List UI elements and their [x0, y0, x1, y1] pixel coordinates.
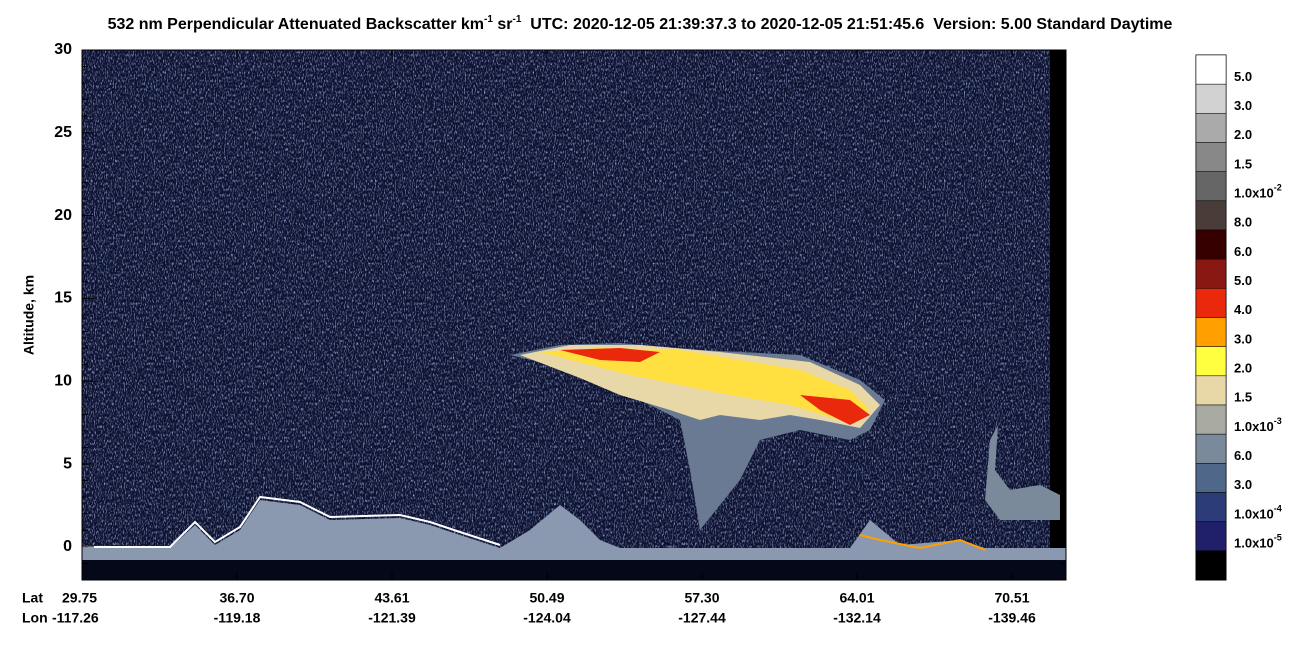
colorbar-label-text: 2.0 — [1234, 128, 1252, 143]
colorbar-swatch — [1195, 113, 1227, 143]
colorbar-label-sup: -3 — [1274, 416, 1282, 426]
title-part: UTC: 2020-12-05 21:39:37.3 to 2020-12-05… — [521, 16, 1172, 33]
colorbar-swatch — [1195, 433, 1227, 464]
chart-title: 532 nm Perpendicular Attenuated Backscat… — [108, 14, 1173, 34]
colorbar-swatch — [1195, 463, 1227, 493]
lat-label: 43.61 — [374, 590, 409, 606]
colorbar-swatch — [1195, 142, 1227, 172]
colorbar-label: 1.5 — [1234, 390, 1252, 405]
colorbar-label: 1.0x10-3 — [1234, 416, 1282, 434]
y-tick-label: 25 — [54, 124, 72, 141]
colorbar-label: 1.5 — [1234, 157, 1252, 172]
colorbar-label-text: 3.0 — [1234, 332, 1252, 347]
colorbar-label-text: 1.5 — [1234, 157, 1252, 172]
x-row-label: Lat — [22, 590, 43, 606]
colorbar-swatch — [1195, 171, 1227, 202]
colorbar-label-text: 1.5 — [1234, 390, 1252, 405]
colorbar-label: 2.0 — [1234, 361, 1252, 376]
colorbar-label: 1.0x10-5 — [1234, 533, 1282, 551]
lon-label: -119.18 — [214, 610, 261, 626]
colorbar-label-text: 1.0x10 — [1234, 536, 1274, 551]
title-sup: -1 — [484, 14, 493, 25]
backscatter-field — [82, 50, 1066, 580]
lon-label: -121.39 — [368, 610, 416, 626]
colorbar-label-text: 6.0 — [1234, 244, 1252, 259]
lat-label: 57.30 — [684, 590, 719, 606]
colorbar-label-text: 8.0 — [1234, 215, 1252, 230]
colorbar-label-text: 1.0x10 — [1234, 186, 1274, 201]
colorbar-label: 4.0 — [1234, 303, 1252, 318]
colorbar-label: 3.0 — [1234, 98, 1252, 113]
lon-label: -124.04 — [523, 610, 571, 626]
colorbar-label-sup: -4 — [1274, 504, 1282, 514]
colorbar-label: 2.0 — [1234, 128, 1252, 143]
colorbar-swatch — [1195, 550, 1227, 581]
y-tick-label: 15 — [54, 290, 72, 307]
colorbar-label: 5.0 — [1234, 273, 1252, 288]
colorbar-swatch — [1195, 229, 1227, 260]
colorbar-label-text: 1.0x10 — [1234, 507, 1274, 522]
title-part: sr — [493, 16, 513, 33]
colorbar-label-text: 2.0 — [1234, 361, 1252, 376]
colorbar-label-text: 1.0x10 — [1234, 419, 1274, 434]
colorbar-label-text: 5.0 — [1234, 273, 1252, 288]
colorbar-swatch — [1195, 83, 1227, 114]
colorbar-label: 3.0 — [1234, 332, 1252, 347]
lat-label: 70.51 — [994, 590, 1029, 606]
colorbar-swatch — [1195, 288, 1227, 318]
colorbar-label: 6.0 — [1234, 448, 1252, 463]
colorbar-label-text: 3.0 — [1234, 98, 1252, 113]
colorbar-label: 5.0 — [1234, 69, 1252, 84]
colorbar-swatch — [1195, 492, 1227, 522]
colorbar-label: 6.0 — [1234, 244, 1252, 259]
colorbar-swatch — [1195, 317, 1227, 347]
colorbar-label-sup: -2 — [1274, 183, 1282, 193]
colorbar-swatch — [1195, 200, 1227, 231]
lon-label: -117.26 — [52, 610, 99, 626]
colorbar-swatch — [1195, 258, 1227, 289]
title-part: 532 nm Perpendicular Attenuated Backscat… — [108, 16, 484, 33]
y-tick-label: 30 — [54, 41, 72, 58]
colorbar-swatch — [1195, 375, 1227, 406]
lat-label: 50.49 — [529, 590, 564, 606]
colorbar-label: 8.0 — [1234, 215, 1252, 230]
colorbar-swatch — [1195, 346, 1227, 377]
colorbar-swatch — [1195, 404, 1227, 435]
y-tick-label: 10 — [54, 372, 72, 389]
colorbar-label-text: 4.0 — [1234, 303, 1252, 318]
lat-label: 36.70 — [219, 590, 254, 606]
colorbar-label: 1.0x10-4 — [1234, 504, 1282, 522]
colorbar-label-text: 6.0 — [1234, 448, 1252, 463]
y-axis-label: Altitude, km — [21, 275, 37, 355]
colorbar-swatch — [1195, 54, 1227, 85]
lon-label: -132.14 — [833, 610, 881, 626]
colorbar-swatch — [1195, 521, 1227, 552]
lat-label: 29.75 — [62, 590, 97, 606]
y-tick-label: 0 — [63, 538, 72, 555]
lon-label: -139.46 — [988, 610, 1036, 626]
lon-label: -127.44 — [678, 610, 726, 626]
x-row-label: Lon — [22, 610, 48, 626]
y-tick-label: 20 — [54, 207, 72, 224]
title-sup: -1 — [513, 14, 522, 25]
lat-label: 64.01 — [839, 590, 874, 606]
colorbar-label-text: 3.0 — [1234, 478, 1252, 493]
colorbar-label: 1.0x10-2 — [1234, 183, 1282, 201]
y-tick-label: 5 — [63, 455, 72, 472]
colorbar-label-text: 5.0 — [1234, 69, 1252, 84]
colorbar-label: 3.0 — [1234, 478, 1252, 493]
colorbar-label-sup: -5 — [1274, 533, 1282, 543]
